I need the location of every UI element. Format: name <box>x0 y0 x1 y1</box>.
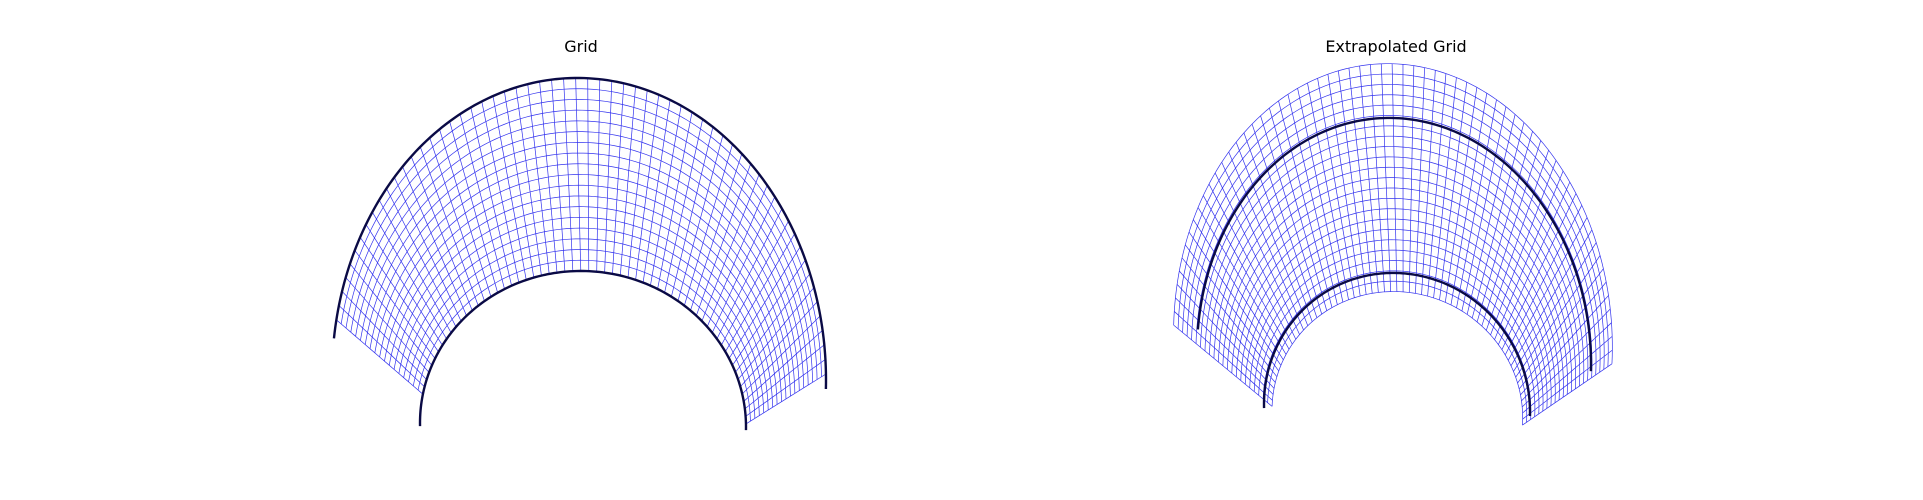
grid-arc-line <box>1195 115 1593 378</box>
grid-arc-line <box>1204 135 1585 384</box>
grid-arc-line <box>1213 156 1577 389</box>
grid-arc-line <box>1249 239 1544 412</box>
grid-arc-line <box>1173 63 1613 364</box>
grid-arc-line <box>398 217 769 411</box>
grid-arc-line <box>1177 73 1609 367</box>
grid-arc-line <box>1258 260 1536 417</box>
grid-arc-line <box>1240 218 1552 406</box>
grid-arc-line <box>412 249 756 419</box>
grid-arc-line <box>355 120 809 386</box>
panel-title-grid: Grid <box>564 37 598 56</box>
extrapolated-grid-panel: Extrapolated Grid <box>962 0 1923 500</box>
grid-arc-line <box>1209 146 1581 387</box>
outer-boundary-curve <box>332 76 828 390</box>
grid-arc-line <box>374 163 791 397</box>
grid-arc-line <box>1253 249 1540 414</box>
inner-boundary-curve <box>418 269 748 431</box>
grid-arc-line <box>1267 280 1528 423</box>
grid-arc-line <box>369 152 796 394</box>
grid-arc-line <box>1222 177 1568 395</box>
grid-arc-line <box>384 184 782 402</box>
grid-panel: Grid <box>332 37 828 431</box>
inner-boundary-curve <box>1262 271 1532 417</box>
grid-arc-line <box>1231 197 1560 401</box>
grid-arc-line <box>393 206 773 408</box>
grid-arc-line <box>388 195 778 405</box>
grid-arc-line <box>379 174 787 399</box>
grid-arc-line <box>364 141 800 391</box>
grid-arc-line <box>403 227 765 413</box>
outer-boundary-curve <box>1196 116 1593 372</box>
grid-arc-line <box>360 131 805 388</box>
grid-plot <box>332 76 828 431</box>
grid-radial-line <box>1522 363 1613 426</box>
panel-title-extrapolated-grid: Extrapolated Grid <box>1325 37 1467 56</box>
extrapolated-grid-plot <box>1173 63 1613 426</box>
grid-arc-line <box>1186 94 1601 373</box>
grid-arc-line <box>1227 187 1564 398</box>
grid-arc-line <box>350 109 813 383</box>
grid-arc-line <box>345 99 818 380</box>
grid-arc-line <box>1191 104 1597 375</box>
grid-arc-line <box>1218 166 1572 392</box>
grid-arc-line <box>336 77 827 375</box>
grid-arc-line <box>1235 208 1556 403</box>
grid-arc-line <box>417 259 751 422</box>
grid-arc-line <box>408 238 760 416</box>
grid-arc-line <box>1182 84 1605 370</box>
grid-arc-line <box>340 88 822 377</box>
grid-arc-line <box>1244 229 1548 409</box>
grid-arc-line <box>1200 125 1589 381</box>
grid-arc-line <box>1262 270 1532 420</box>
grid-arc-line <box>1271 291 1524 426</box>
